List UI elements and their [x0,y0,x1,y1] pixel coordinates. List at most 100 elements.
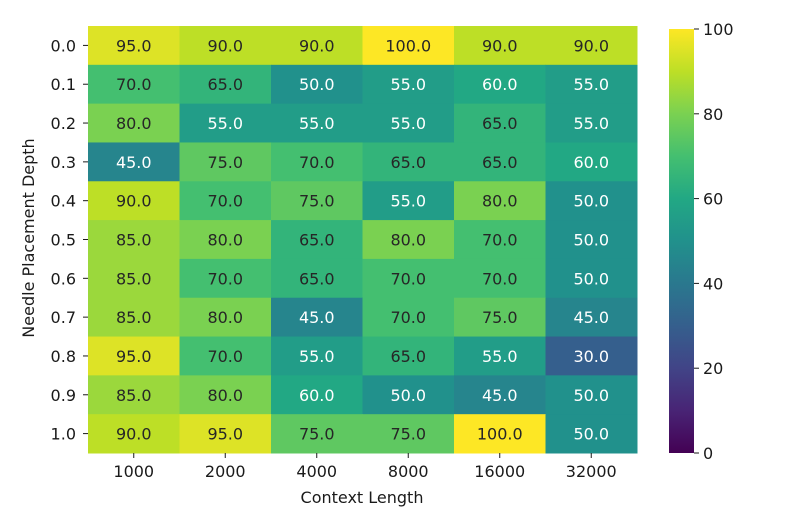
heatmap-cell [362,220,455,260]
heatmap-cell-value: 55.0 [390,75,426,94]
heatmap-cell [179,142,272,182]
heatmap-cell-value: 50.0 [390,386,426,405]
heatmap-cell-value: 60.0 [573,153,609,172]
heatmap-cell-value: 30.0 [573,347,609,366]
y-tick-label: 0.3 [51,153,76,172]
heatmap-cell-value: 85.0 [116,386,152,405]
colorbar [669,29,694,453]
heatmap-cell-value: 80.0 [207,231,243,250]
x-axis-label: Context Length [301,488,424,507]
heatmap-cell-value: 70.0 [299,153,335,172]
heatmap-cell [454,103,546,143]
y-tick-label: 0.4 [51,192,76,211]
heatmap-cell-value: 80.0 [482,192,518,211]
heatmap-cell [179,414,272,454]
heatmap-cell [454,375,546,415]
heatmap-cell [179,181,272,221]
colorbar-tick-label: 40 [703,274,723,293]
heatmap-cell-value: 50.0 [299,75,335,94]
heatmap-cell [545,336,638,376]
heatmap-cell [454,336,546,376]
heatmap-cell-value: 75.0 [299,425,335,444]
heatmap-cell [545,297,638,338]
heatmap-cell-value: 65.0 [390,153,426,172]
y-axis-ticks: 0.0 0.1 0.2 0.3 0.4 0.5 0.6 0.7 0.8 0.9 1.0 [51,36,88,444]
heatmap-cell [271,414,363,454]
heatmap-cell [362,297,455,338]
heatmap-cell [454,297,546,338]
heatmap-cell-value: 90.0 [116,425,152,444]
heatmap-cell-value: 95.0 [116,36,152,55]
heatmap-cell [362,181,455,221]
heatmap-cell [179,336,272,376]
heatmap-cell [88,26,180,66]
heatmap-cell-value: 65.0 [390,347,426,366]
heatmap-cell-value: 65.0 [207,75,243,94]
heatmap-cell [88,142,180,182]
heatmap-cell-value: 90.0 [573,36,609,55]
heatmap-cell [179,103,272,143]
x-tick-label: 16000 [474,462,525,481]
x-tick-label: 4000 [296,462,337,481]
heatmap-cell-value: 50.0 [573,269,609,288]
heatmap-cell [271,142,363,182]
heatmap-cell [179,220,272,260]
heatmap-cell [271,64,363,105]
colorbar-tick-label: 80 [703,105,723,124]
heatmap-cell-value: 70.0 [207,347,243,366]
heatmap-cell [271,26,363,66]
heatmap-cell [454,64,546,105]
heatmap-cell-value: 65.0 [299,269,335,288]
y-tick-label: 0.2 [51,114,76,133]
heatmap-cell [545,26,638,66]
heatmap-cell [362,414,455,454]
heatmap-cell [88,297,180,338]
heatmap-cell-value: 45.0 [116,153,152,172]
heatmap-cell-value: 70.0 [482,269,518,288]
heatmap-cell [271,220,363,260]
heatmap-cell [454,142,546,182]
x-axis-ticks: 1000 2000 4000 8000 16000 32000 [113,453,617,481]
heatmap-cells: 95.0 90.0 90.0 100.0 90.0 90.0 70.0 65.0 50.0 55.… [88,26,638,454]
heatmap-cell [271,297,363,338]
heatmap-cell [362,375,455,415]
heatmap-cell-value: 100.0 [477,425,523,444]
heatmap-cell [88,181,180,221]
colorbar-ticks: 0 20 40 60 80 100 [694,20,734,463]
heatmap-cell-value: 80.0 [390,231,426,250]
heatmap-cell-value: 80.0 [207,386,243,405]
y-tick-label: 0.5 [51,231,76,250]
heatmap-cell-value: 65.0 [299,231,335,250]
heatmap-cell-value: 90.0 [482,36,518,55]
heatmap-cell [545,181,638,221]
colorbar-tick-label: 60 [703,190,723,209]
heatmap-cell [88,220,180,260]
heatmap-cell [179,64,272,105]
x-tick-label: 8000 [388,462,429,481]
heatmap-cell [545,414,638,454]
heatmap-cell-value: 60.0 [482,75,518,94]
y-tick-label: 0.6 [51,269,76,288]
heatmap-cell-value: 70.0 [390,269,426,288]
heatmap-cell-value: 50.0 [573,231,609,250]
heatmap-cell [362,26,455,66]
heatmap-cell-value: 95.0 [207,425,243,444]
y-tick-label: 1.0 [51,425,76,444]
heatmap-cell [545,103,638,143]
x-tick-label: 32000 [566,462,617,481]
x-tick-label: 2000 [205,462,246,481]
heatmap-cell-value: 55.0 [390,114,426,133]
heatmap-cell [271,336,363,376]
heatmap-cell-value: 70.0 [207,269,243,288]
heatmap-cell [88,258,180,299]
heatmap-cell-value: 70.0 [207,192,243,211]
heatmap-cell-value: 55.0 [207,114,243,133]
heatmap-cell-value: 85.0 [116,269,152,288]
heatmap-cell [179,375,272,415]
heatmap-cell [362,258,455,299]
colorbar-tick-label: 100 [703,20,734,39]
heatmap-cell-value: 60.0 [299,386,335,405]
heatmap-cell [362,142,455,182]
heatmap-cell [271,181,363,221]
heatmap-cell [362,103,455,143]
